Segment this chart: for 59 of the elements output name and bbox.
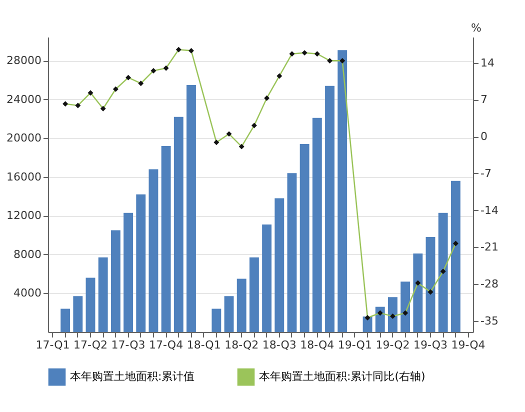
bar <box>73 296 83 332</box>
bar <box>124 212 133 332</box>
x-tick-label: 18-Q2 <box>224 338 259 352</box>
legend-label: 本年购置土地面积:累计值 <box>70 370 195 384</box>
legend-label: 本年购置土地面积:累计同比(右轴) <box>259 370 426 384</box>
bar <box>438 212 448 332</box>
bar <box>110 230 120 332</box>
bar <box>312 118 322 332</box>
bar <box>325 86 334 332</box>
bar <box>136 194 146 332</box>
y-tick-label: 8000 <box>14 248 42 261</box>
bar <box>236 278 246 332</box>
bar <box>400 282 410 332</box>
y2-tick-label: -14 <box>480 204 498 217</box>
bar <box>274 198 284 332</box>
y-tick-label: 24000 <box>6 92 42 106</box>
x-tick-label: 17-Q4 <box>149 338 184 352</box>
x-tick-label: 19-Q2 <box>376 338 410 352</box>
bar <box>388 297 398 332</box>
bar <box>186 84 196 332</box>
bar <box>174 116 184 332</box>
y2-tick-label: -35 <box>480 314 498 328</box>
bar <box>161 146 171 332</box>
bar <box>426 237 436 332</box>
x-tick-label: 17-Q3 <box>111 338 146 352</box>
x-tick-label: 19-Q4 <box>451 338 486 352</box>
bar <box>300 144 310 332</box>
bar <box>98 257 108 332</box>
bar <box>60 308 70 332</box>
y2-tick-label: -21 <box>480 240 498 254</box>
y2-tick-label: -7 <box>480 166 492 180</box>
x-tick-label: 18-Q3 <box>262 338 296 352</box>
y-tick-label: 20000 <box>6 132 42 145</box>
x-tick-label: 19-Q1 <box>338 338 372 352</box>
bar <box>148 169 158 332</box>
bar <box>338 50 348 332</box>
x-tick-label: 18-Q4 <box>300 338 334 352</box>
y-tick-label: 28000 <box>6 54 42 68</box>
y-tick-label: 4000 <box>14 286 42 300</box>
bar <box>287 173 297 332</box>
bar <box>212 308 222 332</box>
y2-axis-title: % <box>471 22 482 34</box>
bar <box>375 306 385 332</box>
y-tick-label: 12000 <box>6 209 42 222</box>
bar <box>224 296 234 332</box>
x-tick-label: 17-Q1 <box>36 338 70 352</box>
y-tick-label: 16000 <box>6 170 42 184</box>
bar <box>262 224 272 332</box>
bar <box>450 180 460 332</box>
y2-tick-label: -28 <box>480 278 498 291</box>
y2-tick-label: 7 <box>480 93 488 106</box>
y2-tick-label: 14 <box>480 56 494 70</box>
x-tick-label: 19-Q3 <box>413 338 448 352</box>
x-tick-label: 17-Q2 <box>73 338 108 352</box>
bar <box>86 278 96 332</box>
bar <box>413 254 423 332</box>
x-tick-label: 18-Q1 <box>186 338 221 352</box>
y2-tick-label: 0 <box>480 130 488 144</box>
bar <box>249 257 259 332</box>
